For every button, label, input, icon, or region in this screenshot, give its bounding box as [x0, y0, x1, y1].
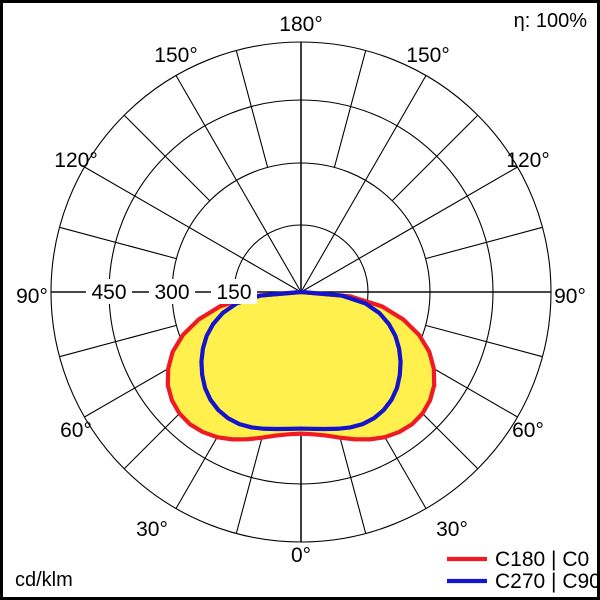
grid-spoke-r165	[333, 50, 367, 168]
grid-spoke-l75	[59, 324, 177, 358]
radial-tick-label-300: 300	[154, 281, 189, 304]
angle-label-10: 30°	[436, 518, 468, 541]
angle-label-3: 120°	[54, 149, 97, 172]
legend-label-c270-c90: C270 | C90	[495, 570, 597, 593]
angle-labels: 180° 150° 150° 120° 120° 90° 90° 60° 60° 30° 30° 0°	[16, 13, 586, 567]
grid-spoke-l105	[59, 226, 177, 260]
angle-label-7: 60°	[60, 419, 92, 442]
angle-label-5: 90°	[16, 285, 48, 308]
legend-label-c180-c0: C180 | C0	[495, 548, 589, 571]
grid-spoke-l135	[123, 114, 211, 202]
radial-tick-bg-300	[149, 279, 195, 304]
grid-spoke-r135	[391, 114, 479, 202]
distribution-curves	[165, 289, 437, 442]
grid-spoke-r120	[300, 166, 518, 293]
efficiency-label: η: 100%	[514, 10, 588, 32]
grid-spoke-l150	[175, 75, 302, 293]
angle-label-1: 150°	[154, 44, 197, 67]
distribution-fill	[167, 292, 435, 440]
angle-label-9: 30°	[136, 518, 168, 541]
angle-label-0: 180°	[279, 13, 322, 36]
angle-label-11: 0°	[291, 544, 311, 567]
legend: C180 | C0 C270 | C90	[447, 548, 597, 593]
polar-chart: 150 300 450 180° 150° 150° 120° 120° 90° 90° 60° 6…	[15, 10, 597, 593]
angle-label-4: 120°	[506, 149, 549, 172]
grid-spoke-l165	[235, 50, 269, 168]
angle-label-6: 90°	[554, 285, 586, 308]
grid-spoke-l120	[84, 166, 302, 293]
radial-tick-bg-150	[211, 279, 257, 304]
curve-c180-c0	[165, 289, 437, 442]
radial-tick-labels: 150 300 450	[86, 279, 257, 304]
grid-spoke-r150	[300, 75, 427, 293]
grid-spoke-r75	[425, 324, 543, 358]
angle-label-8: 60°	[512, 419, 544, 442]
angle-label-2: 150°	[406, 44, 449, 67]
radial-tick-label-150: 150	[216, 281, 251, 304]
radial-tick-label-450: 450	[91, 281, 126, 304]
units-label: cd/klm	[15, 569, 73, 591]
radial-tick-bg-450	[86, 279, 132, 304]
curve-c270-c90	[199, 289, 403, 432]
grid-spoke-r105	[425, 226, 543, 260]
